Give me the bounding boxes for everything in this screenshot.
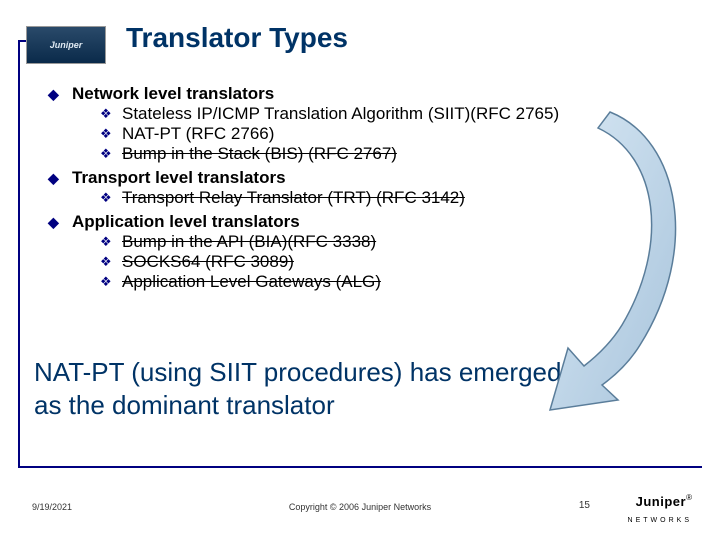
list-item: ◆ Transport level translators — [48, 168, 688, 188]
list-item-label: Bump in the API (BIA)(RFC 3338) — [122, 232, 376, 252]
sub-bullet-icon: ❖ — [100, 124, 122, 142]
footer-page-number: 15 — [579, 500, 590, 511]
sub-bullet-icon: ❖ — [100, 232, 122, 250]
list-item: ◆ Application level translators — [48, 212, 688, 232]
registered-icon: ® — [686, 493, 692, 502]
sub-bullet-icon: ❖ — [100, 104, 122, 122]
list-item-label: Application level translators — [72, 212, 300, 232]
list-item: ❖ SOCKS64 (RFC 3089) — [100, 252, 688, 272]
list-item-label: Bump in the Stack (BIS) (RFC 2767) — [122, 144, 397, 164]
list-item-label: Network level translators — [72, 84, 274, 104]
list-item: ❖ Bump in the API (BIA)(RFC 3338) — [100, 232, 688, 252]
sub-bullet-icon: ❖ — [100, 188, 122, 206]
list-item: ❖ Application Level Gateways (ALG) — [100, 272, 688, 292]
header-logo: Juniper — [26, 26, 106, 64]
list-item-label: Transport level translators — [72, 168, 286, 188]
list-item: ◆ Network level translators — [48, 84, 688, 104]
sub-bullet-icon: ❖ — [100, 252, 122, 270]
diamond-bullet-icon: ◆ — [48, 212, 72, 231]
footer-logo-sub: NETWORKS — [628, 517, 692, 524]
slide-title: Translator Types — [126, 22, 348, 54]
list-item: ❖ Bump in the Stack (BIS) (RFC 2767) — [100, 144, 688, 164]
list-item: ❖ Stateless IP/ICMP Translation Algorith… — [100, 104, 688, 124]
bullet-content: ◆ Network level translators ❖ Stateless … — [48, 80, 688, 292]
footer: 9/19/2021 Copyright © 2006 Juniper Netwo… — [0, 492, 720, 522]
list-item: ❖ NAT-PT (RFC 2766) — [100, 124, 688, 144]
diamond-bullet-icon: ◆ — [48, 84, 72, 103]
list-item-label: SOCKS64 (RFC 3089) — [122, 252, 294, 272]
diamond-bullet-icon: ◆ — [48, 168, 72, 187]
list-item: ❖ Transport Relay Translator (TRT) (RFC … — [100, 188, 688, 208]
sub-bullet-icon: ❖ — [100, 144, 122, 162]
list-item-label: Application Level Gateways (ALG) — [122, 272, 381, 292]
footer-copyright: Copyright © 2006 Juniper Networks — [0, 502, 720, 512]
list-item-label: NAT-PT (RFC 2766) — [122, 124, 274, 144]
sub-bullet-icon: ❖ — [100, 272, 122, 290]
footer-logo: Juniper® NETWORKS — [628, 494, 692, 526]
footer-logo-name: Juniper — [636, 494, 686, 509]
list-item-label: Transport Relay Translator (TRT) (RFC 31… — [122, 188, 465, 208]
list-item-label: Stateless IP/ICMP Translation Algorithm … — [122, 104, 559, 124]
conclusion-text: NAT-PT (using SIIT procedures) has emerg… — [34, 356, 594, 421]
